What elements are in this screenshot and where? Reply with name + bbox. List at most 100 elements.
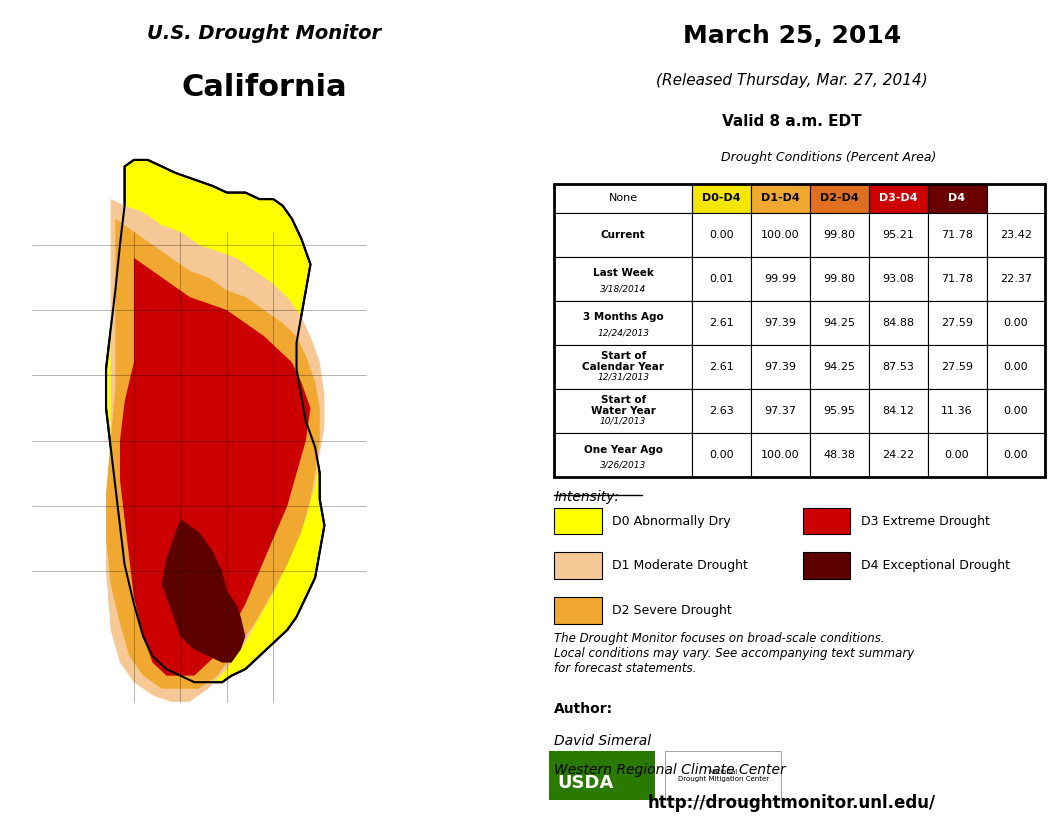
Bar bbox=[751, 213, 810, 257]
Text: 71.78: 71.78 bbox=[941, 274, 973, 284]
Bar bbox=[986, 433, 1045, 477]
Bar bbox=[810, 184, 869, 213]
Bar bbox=[751, 345, 810, 389]
Bar bbox=[554, 508, 602, 534]
Bar bbox=[554, 597, 602, 624]
Bar bbox=[986, 301, 1045, 345]
Bar bbox=[810, 257, 869, 301]
Bar bbox=[927, 389, 986, 433]
Bar bbox=[803, 552, 850, 579]
Text: 48.38: 48.38 bbox=[824, 450, 855, 460]
Polygon shape bbox=[120, 258, 310, 676]
Text: 24.22: 24.22 bbox=[882, 450, 914, 460]
Text: 93.08: 93.08 bbox=[882, 274, 914, 284]
Text: Author:: Author: bbox=[554, 702, 614, 716]
Bar bbox=[803, 508, 850, 534]
Bar bbox=[554, 301, 692, 345]
Polygon shape bbox=[106, 160, 324, 682]
Text: 0.00: 0.00 bbox=[1003, 318, 1029, 328]
Text: D2 Severe Drought: D2 Severe Drought bbox=[612, 605, 732, 617]
Bar bbox=[810, 301, 869, 345]
Text: 95.21: 95.21 bbox=[882, 230, 914, 240]
Text: 100.00: 100.00 bbox=[761, 450, 799, 460]
Bar bbox=[869, 257, 927, 301]
Bar bbox=[927, 433, 986, 477]
Bar bbox=[692, 184, 751, 213]
Text: 2.61: 2.61 bbox=[709, 362, 734, 372]
Text: 94.25: 94.25 bbox=[824, 362, 855, 372]
Text: D3 Extreme Drought: D3 Extreme Drought bbox=[861, 515, 989, 527]
Bar bbox=[692, 345, 751, 389]
Bar bbox=[927, 345, 986, 389]
Bar bbox=[751, 257, 810, 301]
Text: 12/31/2013: 12/31/2013 bbox=[597, 372, 649, 381]
Text: Last Week: Last Week bbox=[592, 268, 654, 278]
Text: 97.37: 97.37 bbox=[765, 406, 796, 416]
Bar bbox=[554, 433, 692, 477]
Text: 84.88: 84.88 bbox=[882, 318, 914, 328]
Text: D4: D4 bbox=[948, 193, 965, 203]
Text: David Simeral: David Simeral bbox=[554, 734, 652, 748]
Text: D0-D4: D0-D4 bbox=[702, 193, 740, 203]
Text: U.S. Drought Monitor: U.S. Drought Monitor bbox=[147, 24, 381, 43]
Text: National
Drought Mitigation Center: National Drought Mitigation Center bbox=[678, 769, 769, 782]
Text: 100.00: 100.00 bbox=[761, 230, 799, 240]
Bar bbox=[986, 213, 1045, 257]
Bar bbox=[692, 257, 751, 301]
Bar bbox=[554, 345, 692, 389]
Bar bbox=[751, 301, 810, 345]
Bar bbox=[869, 433, 927, 477]
Text: 0.00: 0.00 bbox=[709, 450, 734, 460]
Text: D3-D4: D3-D4 bbox=[879, 193, 918, 203]
Bar bbox=[869, 184, 927, 213]
Bar bbox=[927, 257, 986, 301]
Bar bbox=[927, 301, 986, 345]
Text: 3/26/2013: 3/26/2013 bbox=[600, 460, 646, 469]
Bar bbox=[751, 184, 810, 213]
Text: None: None bbox=[608, 193, 638, 203]
Bar bbox=[554, 552, 602, 579]
Bar bbox=[810, 389, 869, 433]
Bar bbox=[927, 213, 986, 257]
Bar bbox=[554, 184, 692, 213]
Bar bbox=[810, 433, 869, 477]
Text: 71.78: 71.78 bbox=[941, 230, 973, 240]
Text: 10/1/2013: 10/1/2013 bbox=[600, 416, 646, 425]
Bar bbox=[927, 184, 986, 213]
Text: 3/18/2014: 3/18/2014 bbox=[600, 284, 646, 293]
Text: D4 Exceptional Drought: D4 Exceptional Drought bbox=[861, 560, 1010, 572]
Text: Drought Conditions (Percent Area): Drought Conditions (Percent Area) bbox=[721, 151, 937, 164]
Bar bbox=[554, 213, 692, 257]
Bar bbox=[869, 301, 927, 345]
Polygon shape bbox=[162, 519, 245, 663]
Bar bbox=[869, 345, 927, 389]
Polygon shape bbox=[106, 199, 324, 702]
Text: D1 Moderate Drought: D1 Moderate Drought bbox=[612, 560, 749, 572]
Bar bbox=[986, 345, 1045, 389]
Text: 95.95: 95.95 bbox=[824, 406, 855, 416]
Bar bbox=[810, 345, 869, 389]
Bar bbox=[869, 213, 927, 257]
Text: http://droughtmonitor.unl.edu/: http://droughtmonitor.unl.edu/ bbox=[648, 794, 936, 812]
Text: 2.61: 2.61 bbox=[709, 318, 734, 328]
Text: 12/24/2013: 12/24/2013 bbox=[597, 328, 649, 337]
Text: D2-D4: D2-D4 bbox=[819, 193, 859, 203]
Text: 97.39: 97.39 bbox=[765, 362, 796, 372]
Text: (Released Thursday, Mar. 27, 2014): (Released Thursday, Mar. 27, 2014) bbox=[656, 73, 928, 88]
Text: 97.39: 97.39 bbox=[765, 318, 796, 328]
Text: California: California bbox=[182, 73, 346, 103]
Bar bbox=[692, 213, 751, 257]
Text: Current: Current bbox=[601, 230, 645, 240]
Text: 27.59: 27.59 bbox=[941, 318, 973, 328]
Text: 0.00: 0.00 bbox=[1003, 450, 1029, 460]
Bar bbox=[986, 389, 1045, 433]
Text: 0.00: 0.00 bbox=[1003, 406, 1029, 416]
Text: Start of
Calendar Year: Start of Calendar Year bbox=[582, 351, 664, 372]
Text: Valid 8 a.m. EDT: Valid 8 a.m. EDT bbox=[722, 114, 862, 129]
Text: 84.12: 84.12 bbox=[882, 406, 914, 416]
Text: D1-D4: D1-D4 bbox=[761, 193, 799, 203]
Bar bbox=[692, 433, 751, 477]
Text: The Drought Monitor focuses on broad-scale conditions.
Local conditions may vary: The Drought Monitor focuses on broad-sca… bbox=[554, 632, 914, 676]
Text: USDA: USDA bbox=[558, 774, 614, 792]
Bar bbox=[665, 751, 781, 800]
